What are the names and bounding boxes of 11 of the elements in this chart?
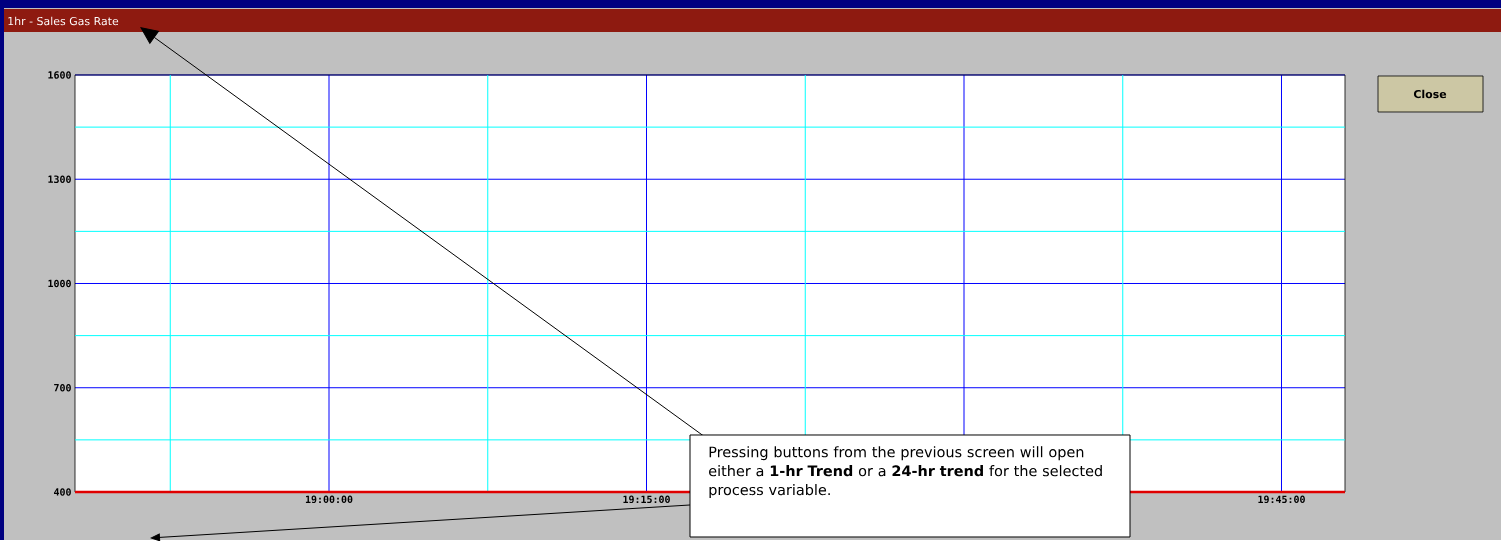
y-tick-label: 700 xyxy=(54,383,71,392)
chart-title: 1hr - Sales Gas Rate xyxy=(8,16,119,26)
y-tick-label: 1000 xyxy=(48,279,71,288)
x-tick-label: 19:45:00 xyxy=(1258,495,1305,503)
y-tick-label: 1300 xyxy=(48,175,71,183)
y-tick-label: 1600 xyxy=(48,71,71,79)
y-tick-label: 400 xyxy=(53,488,71,496)
text: Pressing buttons from the previous screen will open either a 1-hr Trend or a 24-hr trend for the selected process variable. xyxy=(709,446,1102,498)
text: Close xyxy=(1413,89,1447,99)
x-tick-label: 19:15:00 xyxy=(623,495,670,503)
x-tick-label: 19:00:00 xyxy=(305,495,353,503)
